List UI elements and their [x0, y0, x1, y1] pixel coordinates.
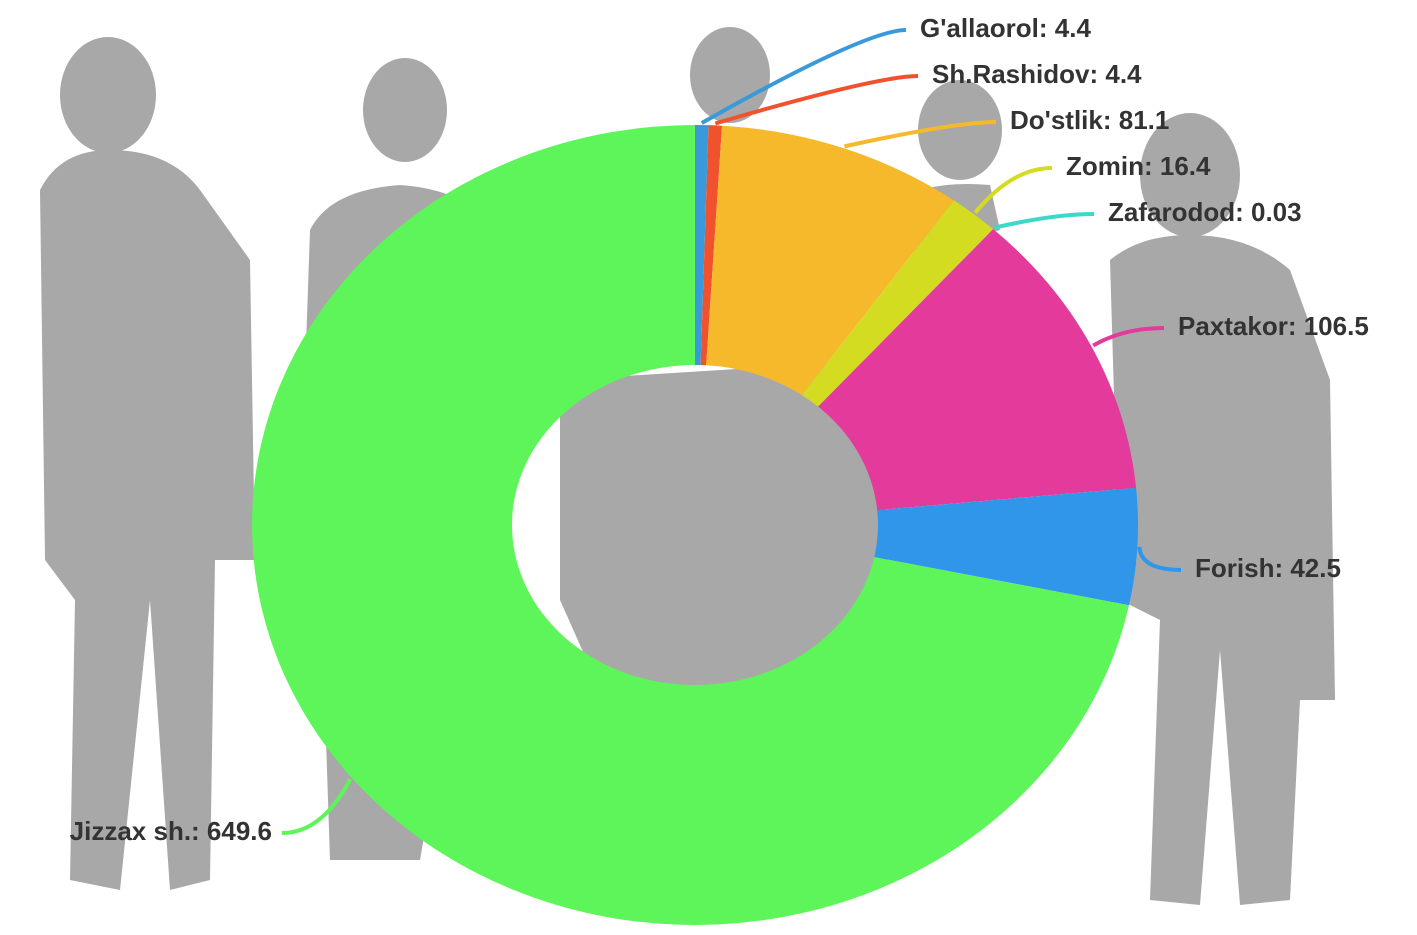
slice [818, 229, 994, 407]
data-label: Do'stlik: 81.1 [1010, 105, 1169, 135]
data-label: Sh.Rashidov: 4.4 [932, 59, 1142, 89]
leader-line [700, 28, 907, 125]
slice [695, 125, 709, 366]
leader-line [714, 74, 919, 126]
leader-line [844, 120, 997, 149]
leader-line [1092, 326, 1165, 348]
slice [706, 125, 954, 396]
donut [252, 125, 1138, 925]
slice [874, 487, 1138, 606]
data-label: Jizzax sh.: 649.6 [70, 816, 272, 846]
slice [801, 200, 994, 407]
data-label: Forish: 42.5 [1195, 553, 1341, 583]
slice [818, 229, 1137, 511]
slice [252, 125, 1129, 925]
data-label: Paxtakor: 106.5 [1178, 311, 1369, 341]
data-label: Zafarodod: 0.03 [1108, 197, 1302, 227]
leader-line [973, 166, 1053, 214]
leader-line [1137, 546, 1182, 572]
data-labels: G'allaorol: 4.4 Sh.Rashidov: 4.4 Do'stlik:… [70, 13, 1369, 846]
leader-line [994, 212, 1095, 230]
slice [700, 125, 723, 366]
data-label: G'allaorol: 4.4 [920, 13, 1091, 43]
data-label: Zomin: 16.4 [1066, 151, 1211, 181]
leader-line [281, 778, 352, 835]
